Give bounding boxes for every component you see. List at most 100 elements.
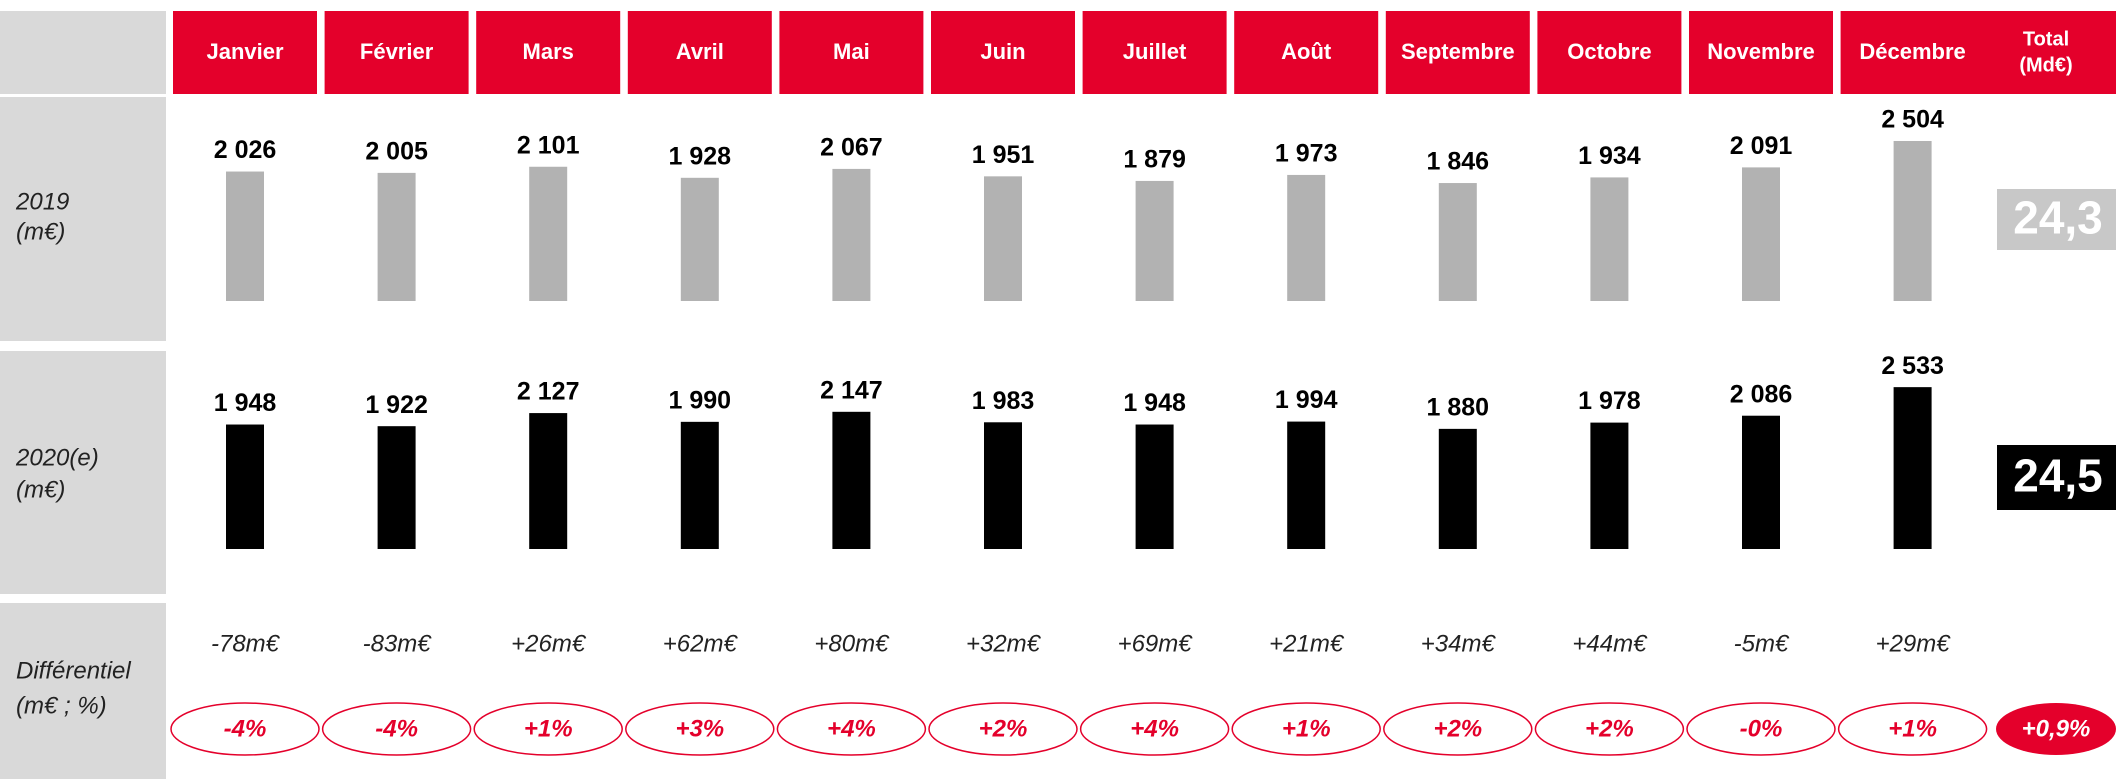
row-label-cell [0, 97, 166, 341]
value-label: 2 127 [517, 378, 580, 406]
month-header: Février [360, 39, 434, 64]
total-box [1997, 189, 2116, 250]
percent-ellipse [1079, 702, 1230, 756]
percent-value: +1% [1888, 715, 1937, 742]
month-header: Janvier [206, 39, 283, 64]
percent-value: -4% [375, 715, 418, 742]
bar [1287, 174, 1326, 301]
corner-cell [0, 11, 166, 94]
percent-value: +2% [979, 715, 1028, 742]
bar [984, 176, 1022, 301]
bar [1742, 415, 1780, 549]
percent-value: -4% [224, 715, 267, 742]
bar [832, 168, 871, 301]
bar [529, 413, 568, 549]
bar [1438, 428, 1477, 549]
differential-value: +62m€ [663, 630, 739, 657]
value-label: 1 951 [972, 141, 1035, 169]
percent-value: +2% [1433, 715, 1482, 742]
header-cell [1840, 11, 1985, 94]
value-label: 1 990 [669, 386, 732, 414]
differential-value: +29m€ [1876, 630, 1952, 657]
percent-value: +1% [524, 715, 573, 742]
value-label: 1 928 [669, 142, 732, 170]
month-header: Juin [980, 39, 1025, 64]
differential-value: -78m€ [211, 630, 281, 657]
differential-value: +26m€ [511, 630, 587, 657]
percent-ellipse [473, 702, 623, 756]
value-label: 2 091 [1730, 132, 1793, 160]
row-label: (m€ ; %) [16, 692, 107, 719]
header-cell [173, 11, 317, 94]
header-cell [1689, 11, 1833, 94]
total-percent-ellipse [1996, 703, 2116, 755]
row-label-cell [0, 603, 166, 779]
differential-value: -83m€ [363, 630, 433, 657]
percent-ellipse [321, 702, 472, 756]
percent-ellipse [1231, 702, 1381, 756]
total-header: (Md€) [2019, 54, 2072, 76]
total-header: Total [2023, 28, 2069, 50]
value-label: 2 005 [365, 137, 428, 165]
value-label: 2 067 [820, 134, 883, 162]
value-label: 1 846 [1427, 148, 1490, 176]
percent-ellipse [1383, 702, 1533, 756]
bar [680, 421, 719, 549]
bar [1893, 387, 1932, 549]
bar [1438, 183, 1477, 301]
value-label: 1 880 [1427, 393, 1490, 421]
value-label: 2 147 [820, 376, 883, 404]
differential-value: +44m€ [1572, 630, 1648, 657]
bar [1135, 424, 1174, 549]
bar [1135, 180, 1174, 301]
row-label-cell [0, 351, 166, 594]
bar [226, 171, 264, 301]
value-label: 2 533 [1881, 352, 1944, 380]
header-cell [1977, 11, 2116, 94]
bar [1590, 177, 1629, 301]
value-label: 2 086 [1730, 380, 1793, 408]
row-label: Différentiel [16, 657, 131, 684]
month-header: Mai [833, 39, 870, 64]
header-cell [931, 11, 1075, 94]
differential-value: +34m€ [1421, 630, 1497, 657]
header-cell [1082, 11, 1227, 94]
percent-ellipse [625, 702, 775, 756]
percent-value: +4% [1130, 715, 1179, 742]
percent-ellipse [170, 702, 320, 756]
differential-value: +21m€ [1269, 630, 1345, 657]
header-cell [476, 11, 621, 94]
percent-value: -0% [1740, 715, 1783, 742]
month-header: Septembre [1401, 39, 1515, 64]
value-label: 1 922 [365, 391, 428, 419]
percent-value: +3% [675, 715, 724, 742]
percent-ellipse [1534, 702, 1685, 756]
percent-value: +4% [827, 715, 876, 742]
value-label: 1 879 [1123, 146, 1186, 174]
total-box [1997, 445, 2116, 510]
differential-value: +80m€ [814, 630, 890, 657]
percent-ellipse [776, 702, 927, 756]
row-label: 2019 [15, 188, 69, 215]
value-label: 2 101 [517, 131, 580, 159]
bar [529, 166, 568, 301]
header-cell [1537, 11, 1682, 94]
month-header: Mars [523, 39, 574, 64]
bar [1893, 140, 1932, 301]
differential-value: -5m€ [1734, 630, 1790, 657]
percent-ellipse [928, 702, 1078, 756]
percent-value: +1% [1282, 715, 1331, 742]
value-label: 1 978 [1578, 387, 1641, 415]
percent-value: +2% [1585, 715, 1634, 742]
bar [1742, 167, 1780, 301]
month-header: Novembre [1707, 39, 1815, 64]
bar [226, 424, 264, 549]
percent-ellipse [1686, 702, 1836, 756]
header-cell [627, 11, 772, 94]
total-value: 24,5 [2013, 450, 2103, 502]
header-cell [324, 11, 469, 94]
value-label: 1 994 [1275, 386, 1338, 414]
month-header: Décembre [1859, 39, 1965, 64]
value-label: 2 504 [1881, 106, 1944, 134]
